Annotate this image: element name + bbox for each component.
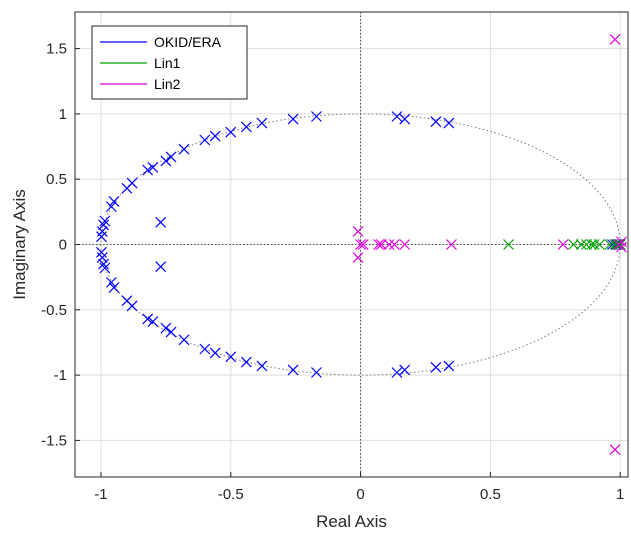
pole-marker bbox=[155, 216, 167, 228]
pole-marker bbox=[142, 164, 154, 176]
pole-marker bbox=[99, 262, 111, 274]
pole-marker bbox=[165, 151, 177, 163]
pole-marker bbox=[199, 343, 211, 355]
pole-marker bbox=[614, 239, 626, 250]
x-axis-label: Real Axis bbox=[316, 512, 387, 531]
x-tick-label: 0.5 bbox=[480, 486, 501, 503]
pole-marker bbox=[399, 364, 411, 376]
pole-marker bbox=[575, 239, 587, 250]
y-tick-label: 0 bbox=[59, 237, 67, 254]
pole-marker bbox=[604, 239, 616, 250]
y-tick-label: -0.5 bbox=[41, 302, 67, 319]
series-lin1 bbox=[503, 239, 626, 250]
pole-marker bbox=[594, 239, 605, 250]
pole-marker bbox=[160, 155, 172, 167]
pole-marker bbox=[391, 367, 403, 378]
pole-marker bbox=[430, 361, 442, 373]
pole-marker bbox=[209, 347, 221, 359]
legend-label: Lin2 bbox=[154, 76, 181, 92]
pole-marker bbox=[616, 241, 627, 253]
pole-marker bbox=[256, 360, 268, 372]
y-tick-label: 0.5 bbox=[46, 171, 67, 188]
x-tick-label: 0 bbox=[356, 486, 364, 503]
pole-marker bbox=[256, 117, 268, 129]
pole-marker bbox=[352, 226, 364, 237]
pole-marker bbox=[209, 130, 221, 142]
pole-marker bbox=[446, 239, 457, 250]
pole-marker bbox=[98, 258, 109, 270]
pole-marker bbox=[178, 143, 190, 155]
pole-marker bbox=[391, 111, 403, 122]
pole-marker bbox=[105, 276, 117, 288]
pole-marker bbox=[96, 226, 108, 237]
pole-marker bbox=[355, 239, 367, 250]
pole-marker bbox=[357, 239, 369, 250]
pole-marker bbox=[105, 201, 117, 213]
pole-marker bbox=[581, 239, 592, 250]
pole-marker bbox=[399, 113, 411, 125]
pole-marker bbox=[311, 111, 322, 122]
legend-label: OKID/ERA bbox=[154, 34, 222, 50]
pole-marker bbox=[588, 239, 600, 250]
x-tick-label: -0.5 bbox=[218, 486, 244, 503]
pole-marker bbox=[373, 239, 385, 250]
pole-marker bbox=[503, 239, 514, 250]
pole-marker bbox=[96, 252, 108, 263]
pole-marker bbox=[287, 113, 299, 125]
pole-marker bbox=[240, 121, 252, 133]
pole-marker bbox=[443, 117, 455, 129]
y-tick-label: 1.5 bbox=[46, 41, 67, 58]
legend-label: Lin1 bbox=[154, 55, 181, 71]
pole-marker bbox=[609, 239, 621, 250]
y-tick-label: 1 bbox=[59, 106, 67, 123]
pole-marker bbox=[388, 239, 400, 250]
grid bbox=[75, 12, 628, 477]
pole-marker bbox=[609, 444, 621, 455]
y-axis-label: Imaginary Axis bbox=[10, 189, 29, 300]
series-lin2 bbox=[352, 34, 627, 455]
pole-marker bbox=[98, 219, 109, 231]
pole-marker bbox=[399, 239, 411, 250]
y-tick-label: -1 bbox=[54, 367, 67, 384]
pole-marker bbox=[108, 282, 120, 294]
legend: OKID/ERA Lin1 Lin2 bbox=[91, 25, 248, 100]
pole-marker bbox=[178, 334, 190, 346]
pole-marker bbox=[126, 177, 138, 189]
pole-marker bbox=[147, 316, 159, 327]
pole-marker bbox=[160, 322, 172, 334]
pole-marker bbox=[142, 313, 154, 325]
x-tick-label: 1 bbox=[616, 486, 624, 503]
pole-marker bbox=[108, 195, 120, 207]
pole-marker bbox=[225, 126, 237, 138]
pole-marker bbox=[557, 239, 569, 250]
pole-marker bbox=[126, 300, 138, 312]
pole-marker bbox=[616, 236, 627, 248]
pole-marker bbox=[586, 239, 598, 250]
pole-marker bbox=[147, 162, 159, 173]
y-tick-label: -1.5 bbox=[41, 432, 67, 449]
pole-marker bbox=[225, 351, 237, 363]
pole-marker bbox=[383, 239, 395, 250]
pole-marker bbox=[165, 326, 177, 338]
pole-marker bbox=[352, 252, 364, 263]
pole-marker bbox=[311, 367, 322, 378]
pole-marker bbox=[609, 34, 621, 45]
pole-marker bbox=[155, 261, 167, 273]
pole-marker bbox=[240, 356, 252, 368]
data-marks bbox=[96, 34, 627, 455]
pole-marker bbox=[199, 134, 211, 146]
pole-marker bbox=[99, 215, 111, 227]
pole-marker bbox=[287, 364, 299, 376]
pole-marker bbox=[443, 360, 455, 372]
pole-marker bbox=[568, 239, 579, 250]
x-tick-label: -1 bbox=[94, 486, 107, 503]
pole-marker bbox=[430, 116, 442, 128]
tick-labels: -1 -0.5 0 0.5 1 -1.5 -1 -0.5 0 0.5 1 1.5 bbox=[41, 41, 624, 503]
pole-marker bbox=[375, 239, 387, 250]
